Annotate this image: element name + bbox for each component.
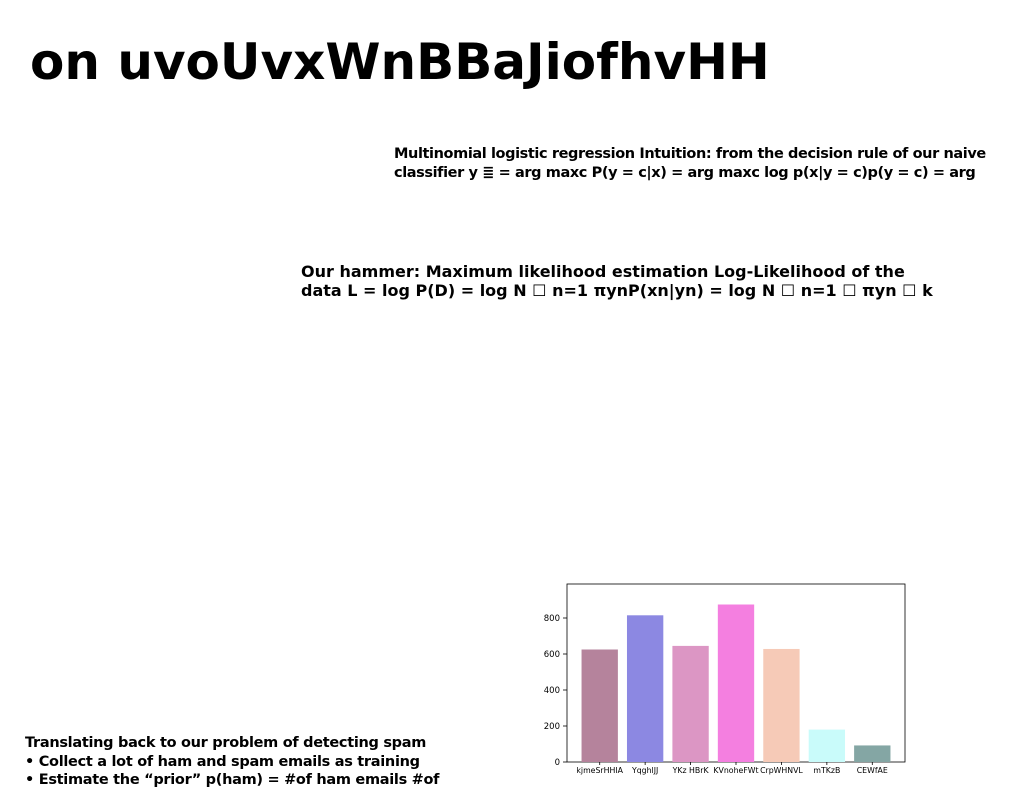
text-line: classifier y ≣ = arg maxc P(y = c|x) = a… (394, 165, 976, 181)
bar (808, 729, 846, 762)
bar (717, 604, 755, 762)
bars (581, 604, 891, 762)
bar (763, 648, 800, 762)
x-tick-label: YqghlJJ (631, 766, 658, 775)
x-tick-label: mTKzB (813, 766, 840, 775)
y-tick-label: 600 (544, 650, 560, 660)
y-tick-label: 0 (555, 758, 560, 768)
text-block-logistic-regression: Multinomial logistic regression Intuitio… (394, 145, 1019, 183)
y-tick-label: 800 (544, 614, 560, 624)
bar (854, 745, 891, 762)
text-line: data L = log P(D) = log N ☐ n=1 πynP(xn|… (301, 281, 933, 300)
bar-chart: 0 200 400 600 800 kjmeSrHHIA YqghlJJ YKz HBrK K… (544, 583, 906, 775)
slide-title: on uvoUvxWnBBaJiofhvHH (30, 33, 770, 91)
bullet-item: • Estimate the “prior” p(ham) = #of ham … (25, 772, 440, 788)
x-tick-label: KVnoheFWt (713, 766, 758, 775)
x-tick-label: kjmeSrHHIA (576, 766, 623, 775)
y-axis: 0 200 400 600 800 (544, 614, 567, 768)
text-line: Our hammer: Maximum likelihood estimatio… (301, 262, 905, 281)
text-block-spam-detection: Translating back to our problem of detec… (25, 734, 505, 790)
y-tick-label: 400 (544, 686, 560, 696)
x-tick-label: CrpWHNVL (760, 766, 803, 775)
bullet-item: • Collect a lot of ham and spam emails a… (25, 753, 420, 770)
bar (581, 649, 618, 762)
text-line: Multinomial logistic regression Intuitio… (394, 146, 986, 162)
bar (672, 645, 709, 762)
x-axis: kjmeSrHHIA YqghlJJ YKz HBrK KVnoheFWt CrpWHN… (576, 762, 888, 775)
bar (626, 615, 664, 762)
x-tick-label: YKz HBrK (672, 766, 710, 775)
x-tick-label: CEWfAE (857, 766, 888, 775)
text-block-max-likelihood: Our hammer: Maximum likelihood estimatio… (301, 262, 1001, 300)
text-heading: Translating back to our problem of detec… (25, 735, 427, 751)
y-tick-label: 200 (544, 722, 560, 732)
